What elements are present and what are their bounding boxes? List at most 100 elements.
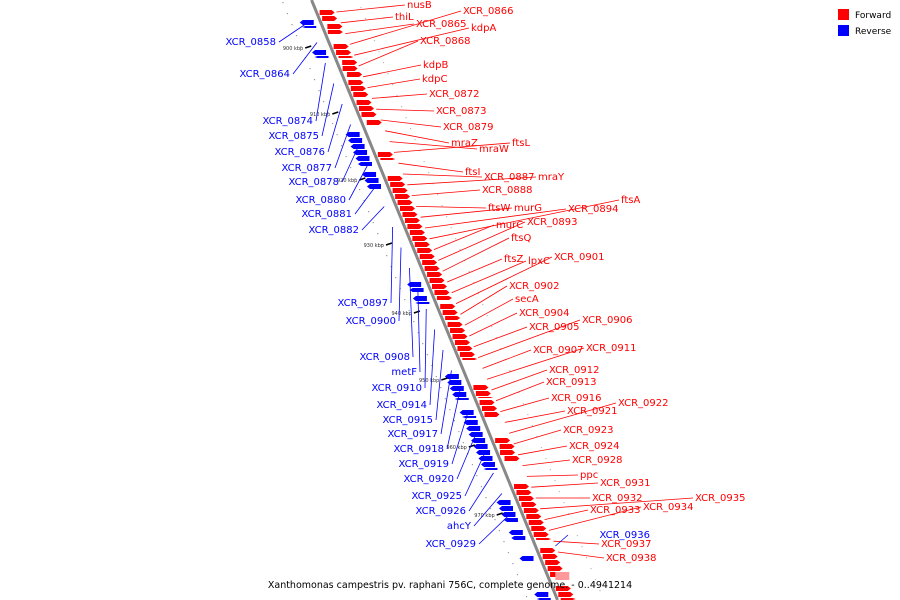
reverse-gene (357, 162, 372, 166)
forward-gene-label: XCR_0916 (551, 393, 602, 404)
forward-gene (500, 450, 516, 455)
reverse-leader (468, 472, 494, 512)
reverse-leader (464, 452, 486, 497)
forward-gene (402, 212, 418, 217)
guide-dot (444, 398, 446, 400)
guide-dot (509, 370, 511, 372)
forward-gene (457, 346, 473, 351)
forward-gene-label: ftsL (512, 138, 530, 149)
guide-dot (331, 123, 334, 125)
tick-label: 920 kbp (337, 178, 357, 184)
guide-dot (518, 392, 520, 394)
forward-gene (417, 248, 433, 253)
forward-leader (517, 445, 568, 456)
forward-gene (440, 304, 456, 309)
forward-gene-label: kdpC (422, 74, 447, 85)
guide-dot (390, 266, 392, 268)
forward-leader (371, 93, 428, 99)
forward-leader (433, 224, 495, 250)
forward-gene (526, 514, 542, 519)
guide-dot (378, 51, 380, 53)
forward-leader (367, 78, 421, 88)
forward-gene (424, 266, 440, 271)
forward-gene-label: XCR_0906 (582, 315, 633, 326)
guide-dot (594, 579, 597, 581)
guide-dot (426, 354, 428, 356)
forward-gene-label: secA (515, 294, 539, 305)
forward-leader (407, 176, 537, 186)
forward-gene (336, 50, 352, 55)
reverse-leader (292, 42, 318, 75)
forward-gene (348, 80, 364, 85)
forward-gene-label: XCR_0873 (436, 106, 487, 117)
forward-leader (398, 162, 464, 173)
forward-gene (422, 260, 438, 265)
guide-dot (453, 420, 455, 422)
forward-leader (513, 429, 562, 445)
forward-gene (436, 296, 452, 300)
guide-dot (599, 590, 601, 592)
guide-dot (300, 46, 302, 48)
guide-dot (567, 513, 570, 515)
label-leader-lines (278, 4, 694, 559)
reverse-gene-label: XCR_0897 (337, 298, 388, 309)
reverse-leader (354, 185, 377, 215)
backbone-line (310, 0, 559, 600)
forward-gene-label: XCR_0901 (554, 252, 605, 263)
genome-backbone (310, 0, 559, 600)
reverse-leader (398, 247, 402, 322)
forward-gene-label: XCR_0893 (527, 217, 578, 228)
guide-dot (408, 310, 410, 312)
reverse-gene (496, 500, 511, 505)
tick-label: 950 kbp (419, 378, 439, 384)
tick-mark (496, 512, 503, 516)
reverse-gene (409, 288, 424, 292)
reverse-gene-label: XCR_0910 (371, 383, 422, 394)
gene-features (299, 10, 576, 600)
guide-dot (413, 321, 415, 323)
guide-dot (498, 530, 501, 532)
forward-leader (376, 108, 435, 112)
forward-gene-label: XCR_0872 (429, 89, 480, 100)
reverse-leader (473, 493, 503, 527)
reverse-leader (435, 349, 444, 421)
forward-gene (462, 358, 478, 360)
tick-mark (332, 111, 339, 115)
guide-dot (585, 557, 588, 559)
forward-leader (411, 189, 481, 196)
guide-dot (318, 90, 320, 92)
guide-dot (368, 211, 370, 213)
forward-gene (516, 490, 532, 495)
reverse-gene-label: XCR_0929 (425, 539, 476, 550)
forward-gene-label: XCR_0924 (569, 441, 620, 452)
guide-dot (282, 2, 284, 4)
guide-dot (554, 480, 556, 482)
forward-gene-label: XCR_0921 (567, 406, 618, 417)
forward-gene-label: XCR_0905 (529, 322, 580, 333)
guide-dot (545, 458, 547, 460)
guide-dot (327, 112, 329, 114)
forward-gene (513, 484, 529, 489)
guide-dot (491, 326, 493, 328)
reverse-gene-label: XCR_0914 (376, 400, 427, 411)
reverse-leader (361, 206, 385, 231)
reverse-gene-label: XCR_0877 (281, 163, 332, 174)
guide-dot (400, 106, 403, 108)
forward-leader (340, 16, 394, 24)
guide-dot (395, 277, 397, 279)
reverse-leader (390, 226, 394, 304)
tick-mark (385, 242, 393, 246)
forward-leader (491, 369, 548, 391)
reverse-gene (444, 374, 459, 379)
reverse-gene (407, 282, 422, 287)
reverse-leader (278, 21, 309, 43)
forward-gene (356, 100, 372, 105)
forward-gene-label: XCR_0935 (695, 493, 746, 504)
forward-gene (327, 24, 343, 29)
forward-gene-label: XCR_0928 (572, 455, 623, 466)
legend: Forward Reverse (838, 9, 892, 37)
forward-gene (392, 188, 408, 193)
guide-dot (414, 139, 416, 141)
forward-gene (407, 224, 423, 229)
